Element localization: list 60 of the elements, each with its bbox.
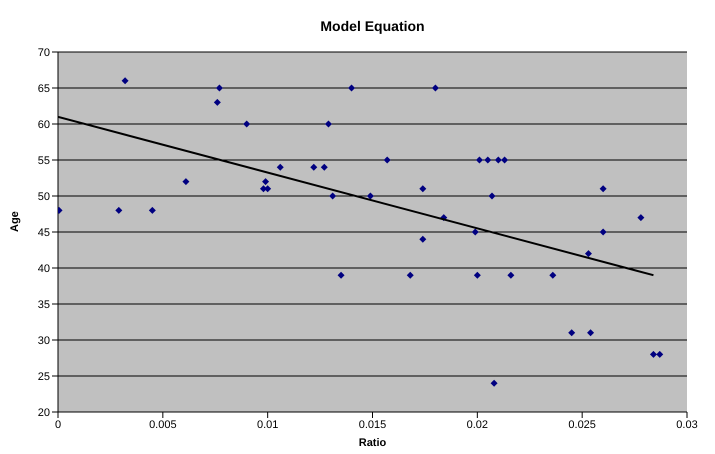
x-tick-label: 0.005 — [149, 418, 177, 431]
point — [324, 120, 332, 128]
point — [262, 178, 270, 186]
point — [494, 156, 502, 164]
point — [122, 77, 129, 84]
point — [432, 84, 439, 92]
point — [148, 206, 156, 214]
point — [488, 192, 496, 200]
point — [490, 380, 498, 387]
x-tick-label: 0.01 — [256, 418, 278, 431]
y-tick-label: 55 — [38, 154, 50, 167]
point — [549, 272, 556, 279]
y-tick-label: 60 — [38, 118, 50, 131]
point — [484, 156, 492, 164]
x-tick-label: 0.025 — [568, 418, 596, 431]
point — [637, 214, 644, 222]
point — [115, 206, 122, 214]
point — [366, 192, 374, 200]
point — [276, 164, 284, 171]
y-tick-label: 30 — [38, 334, 50, 347]
y-tick-label: 25 — [38, 370, 50, 383]
point — [474, 272, 481, 279]
point — [501, 156, 508, 164]
y-tick-label: 45 — [38, 226, 50, 239]
point — [310, 164, 318, 171]
point — [507, 272, 514, 279]
point — [656, 350, 664, 358]
point — [384, 156, 391, 164]
y-axis-title: Age — [8, 211, 21, 232]
y-tick-label: 40 — [38, 262, 50, 275]
point — [587, 329, 594, 336]
point — [406, 272, 414, 279]
point — [568, 329, 576, 336]
point — [243, 120, 250, 128]
point — [584, 250, 592, 258]
y-tick-label: 50 — [38, 190, 50, 203]
y-tick-label: 70 — [38, 46, 50, 59]
point — [419, 185, 426, 192]
point — [182, 178, 190, 186]
point — [320, 164, 328, 171]
y-tick-label: 65 — [38, 82, 50, 95]
point — [348, 84, 356, 92]
y-tick-label: 20 — [38, 406, 50, 419]
point — [216, 84, 223, 92]
x-axis-title: Ratio — [358, 437, 387, 449]
y-tick-label: 35 — [38, 298, 50, 311]
x-tick-label: 0.015 — [358, 418, 386, 431]
x-tick-label: 0 — [54, 418, 62, 431]
point — [650, 350, 657, 358]
point — [600, 185, 607, 192]
chart-title: Model Equation — [319, 18, 426, 34]
point — [472, 228, 479, 236]
point — [214, 98, 221, 106]
point — [338, 272, 345, 279]
point — [476, 156, 483, 164]
point — [419, 236, 426, 243]
x-tick-label: 0.03 — [676, 418, 698, 431]
point — [329, 192, 336, 200]
x-tick-label: 0.02 — [466, 418, 488, 431]
point — [600, 228, 607, 236]
